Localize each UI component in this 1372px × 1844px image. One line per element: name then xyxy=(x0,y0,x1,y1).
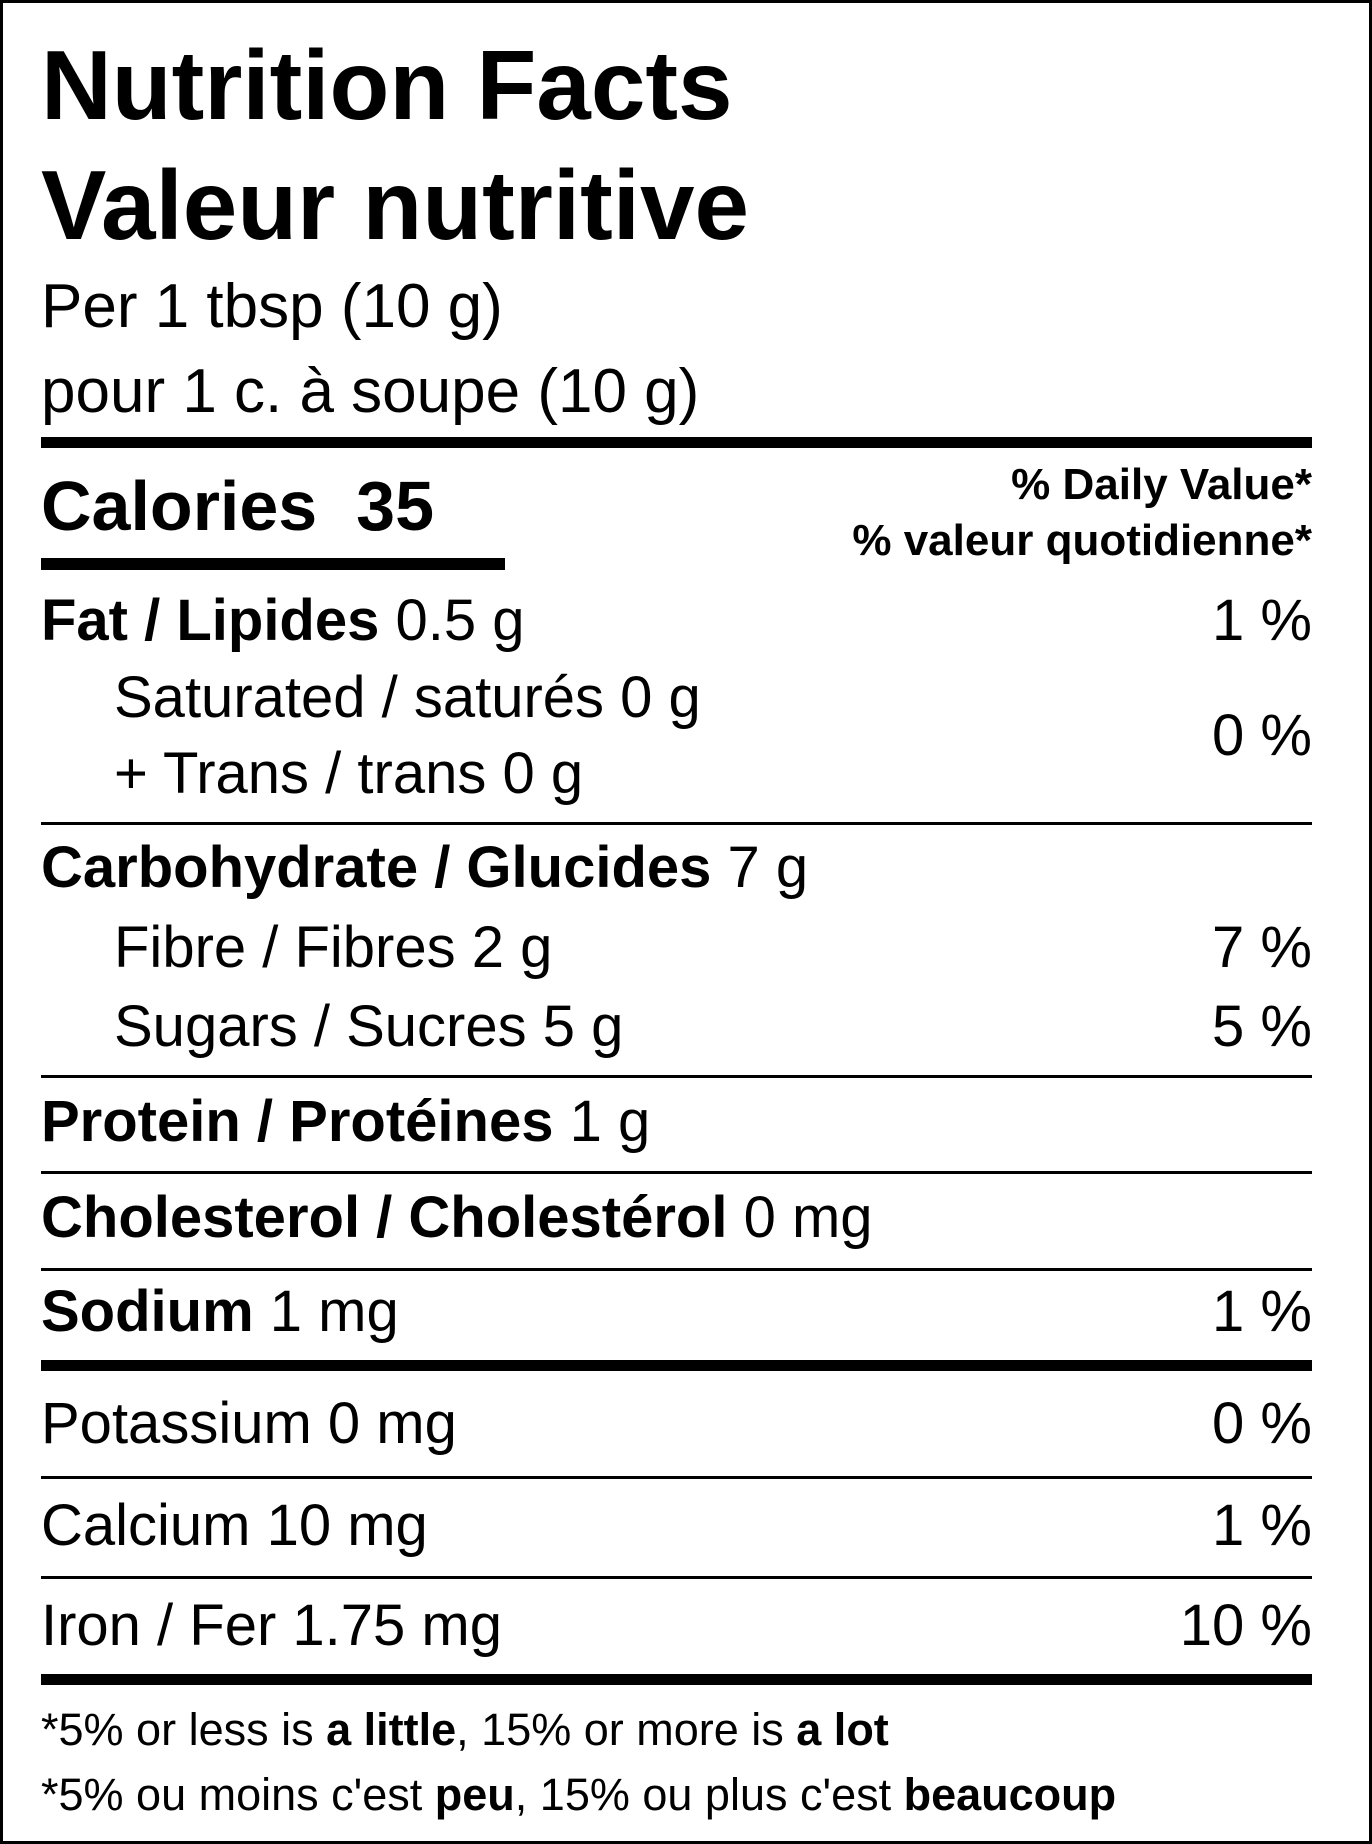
title-en: Nutrition Facts xyxy=(41,30,733,140)
divider-thick xyxy=(41,1360,1312,1371)
calcium-dv: 1 % xyxy=(1212,1493,1312,1558)
iron-dv: 10 % xyxy=(1179,1593,1312,1658)
divider-thick xyxy=(41,437,1312,448)
divider-thick xyxy=(41,1674,1312,1685)
fat-amount: 0.5 g xyxy=(395,588,525,653)
divider xyxy=(41,822,1312,825)
divider xyxy=(41,1171,1312,1174)
footnote-text: *5% or less is xyxy=(41,1704,327,1755)
divider xyxy=(41,1476,1312,1479)
calcium-row: Calcium 10 mg xyxy=(41,1493,428,1558)
fibre-dv: 7 % xyxy=(1212,915,1312,980)
footnote-fr: *5% ou moins c'est peu, 15% ou plus c'es… xyxy=(41,1772,1116,1817)
sodium-dv: 1 % xyxy=(1212,1279,1312,1344)
potassium-dv: 0 % xyxy=(1212,1391,1312,1456)
title-fr: Valeur nutritive xyxy=(41,150,750,260)
footnote-bold: a little xyxy=(326,1704,457,1755)
sugars-dv: 5 % xyxy=(1212,994,1312,1059)
footnote-text: , 15% ou plus c'est xyxy=(514,1769,904,1820)
serving-size-fr: pour 1 c. à soupe (10 g) xyxy=(41,357,700,426)
divider xyxy=(41,1576,1312,1579)
cholesterol-label: Cholesterol / Cholestérol xyxy=(41,1185,728,1250)
footnote-text: *5% ou moins c'est xyxy=(41,1769,435,1820)
trans-row: + Trans / trans 0 g xyxy=(114,741,584,806)
calories-underline xyxy=(41,558,505,570)
serving-size-en: Per 1 tbsp (10 g) xyxy=(41,272,503,341)
daily-value-fr: % valeur quotidienne* xyxy=(852,516,1312,565)
sodium-row: Sodium 1 mg xyxy=(41,1283,399,1341)
divider xyxy=(41,1268,1312,1271)
iron-row: Iron / Fer 1.75 mg xyxy=(41,1593,502,1658)
footnote-bold: beaucoup xyxy=(903,1769,1117,1820)
calories: Calories 35 xyxy=(41,471,434,541)
calories-label: Calories xyxy=(41,467,318,545)
cholesterol-row: Cholesterol / Cholestérol 0 mg xyxy=(41,1189,873,1247)
carb-row: Carbohydrate / Glucides 7 g xyxy=(41,839,808,897)
fibre-row: Fibre / Fibres 2 g xyxy=(114,915,553,980)
sugars-row: Sugars / Sucres 5 g xyxy=(114,994,624,1059)
protein-row: Protein / Protéines 1 g xyxy=(41,1093,650,1151)
sat-trans-dv: 0 % xyxy=(1212,703,1312,768)
calories-value: 35 xyxy=(356,467,435,545)
protein-amount: 1 g xyxy=(569,1089,651,1154)
footnote-bold: peu xyxy=(434,1769,515,1820)
fat-row: Fat / Lipides 0.5 g xyxy=(41,592,525,650)
potassium-row: Potassium 0 mg xyxy=(41,1391,457,1456)
carb-label: Carbohydrate / Glucides xyxy=(41,835,712,900)
footnote-bold: a lot xyxy=(796,1704,889,1755)
sodium-label: Sodium xyxy=(41,1279,254,1344)
fat-label: Fat / Lipides xyxy=(41,588,380,653)
footnote-en: *5% or less is a little, 15% or more is … xyxy=(41,1707,889,1752)
divider xyxy=(41,1075,1312,1078)
carb-amount: 7 g xyxy=(727,835,809,900)
daily-value-en: % Daily Value* xyxy=(1011,460,1312,509)
footnote-text: , 15% or more is xyxy=(456,1704,797,1755)
fat-dv: 1 % xyxy=(1212,588,1312,653)
cholesterol-amount: 0 mg xyxy=(743,1185,873,1250)
protein-label: Protein / Protéines xyxy=(41,1089,554,1154)
sodium-amount: 1 mg xyxy=(269,1279,399,1344)
saturated-row: Saturated / saturés 0 g xyxy=(114,665,701,730)
